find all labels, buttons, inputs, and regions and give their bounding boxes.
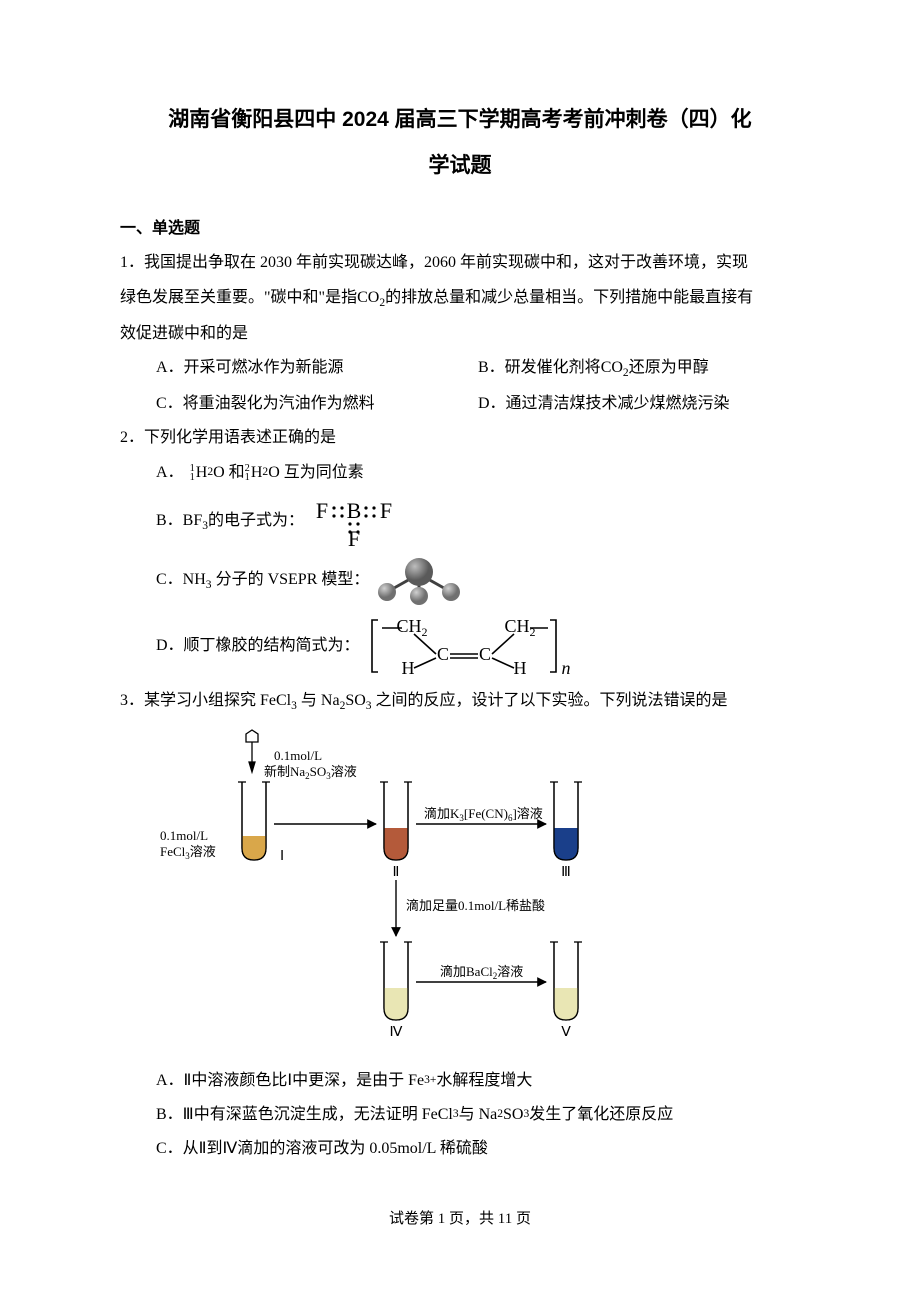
svg-text:C: C bbox=[479, 644, 491, 664]
q1-stem-b: 绿色发展至关重要。"碳中和"是指CO2的排放总量和减少总量相当。下列措施中能最直… bbox=[120, 283, 800, 315]
q1-stem-b-post: 的排放总量和减少总量相当。下列措施中能最直接有 bbox=[385, 289, 753, 306]
q2-opt-a: A． 11 H2O 和 21 H2O 互为同位素 bbox=[120, 458, 800, 488]
left-label-a: 0.1mol/L bbox=[160, 828, 208, 843]
q1-b-post: 还原为甲醇 bbox=[629, 359, 709, 376]
q2-d-label: D．顺丁橡胶的结构简式为： bbox=[156, 631, 360, 661]
q1-opt-a: A．开采可燃冰作为新能源 bbox=[156, 353, 478, 385]
bf3-lewis-icon: F B F F bbox=[304, 492, 404, 552]
label-v: Ⅴ bbox=[561, 1025, 571, 1040]
label-iv: Ⅳ bbox=[390, 1025, 403, 1040]
q2-opt-b: B．BF3的电子式为： F B F F bbox=[120, 492, 800, 552]
svg-text:F: F bbox=[380, 498, 392, 523]
q1-b-pre: B．研发催化剂将 bbox=[478, 359, 601, 376]
q2-a-h2: H bbox=[251, 458, 263, 488]
q1-stem-b-pre: 绿色发展至关重要。"碳中和"是指 bbox=[120, 289, 357, 306]
tube-iv bbox=[380, 942, 412, 1020]
q2-a-post: O 互为同位素 bbox=[268, 458, 364, 488]
q1-row-cd: C．将重油裂化为汽油作为燃料 D．通过清洁煤技术减少煤燃烧污染 bbox=[120, 389, 800, 419]
q2-a-presup2: 21 bbox=[245, 464, 250, 483]
page-footer: 试卷第 1 页，共 11 页 bbox=[120, 1205, 800, 1234]
svg-text:F: F bbox=[316, 498, 328, 523]
q2-stem: 2．下列化学用语表述正确的是 bbox=[120, 423, 800, 453]
svg-text:CH2: CH2 bbox=[504, 616, 535, 639]
q1-co2: CO bbox=[357, 289, 379, 306]
q2-a-mid: O 和 bbox=[213, 458, 245, 488]
title-line-2: 学试题 bbox=[120, 146, 800, 186]
svg-text:H: H bbox=[513, 658, 526, 678]
q3-stem: 3．某学习小组探究 FeCl3 与 Na2SO3 之间的反应，设计了以下实验。下… bbox=[120, 686, 800, 718]
q2-opt-c: C．NH3 分子的 VSEPR 模型： bbox=[120, 556, 800, 606]
arrow3-label: 滴加足量0.1mol/L稀盐酸 bbox=[406, 898, 545, 913]
q3-opt-c: C．从Ⅱ到Ⅳ滴加的溶液可改为 0.05mol/L 稀硫酸 bbox=[120, 1134, 800, 1164]
q3-diagram: Ⅰ Ⅱ Ⅲ Ⅳ Ⅴ 0.1mol/L 新制 bbox=[150, 728, 800, 1059]
label-iii: Ⅲ bbox=[561, 865, 571, 880]
q2-a-h: H bbox=[196, 458, 208, 488]
svg-text:H: H bbox=[401, 658, 414, 678]
vsepr-model-icon bbox=[369, 556, 469, 606]
tube-iii bbox=[550, 782, 582, 860]
q1-stem-a: 1．我国提出争取在 2030 年前实现碳达峰，2060 年前实现碳中和，这对于改… bbox=[120, 248, 800, 278]
arrow4-label: 滴加BaCl2溶液 bbox=[440, 964, 523, 981]
svg-text:F: F bbox=[348, 526, 360, 551]
q2-a-label: A． bbox=[156, 458, 184, 488]
q1-opt-b: B．研发催化剂将CO2还原为甲醇 bbox=[478, 353, 800, 385]
top-label-a: 0.1mol/L bbox=[274, 748, 322, 763]
tube-v bbox=[550, 942, 582, 1020]
q3-opt-b: B．Ⅲ中有深蓝色沉淀生成，无法证明 FeCl3 与 Na2SO3 发生了氧化还原… bbox=[120, 1100, 800, 1130]
section-heading: 一、单选题 bbox=[120, 214, 800, 244]
q1-opt-d: D．通过清洁煤技术减少煤燃烧污染 bbox=[478, 389, 800, 419]
q1-stem-c: 效促进碳中和的是 bbox=[120, 319, 800, 349]
q1-b-co2: CO bbox=[601, 359, 623, 376]
q3-opt-a: A．Ⅱ中溶液颜色比Ⅰ中更深，是由于 Fe3+水解程度增大 bbox=[120, 1066, 800, 1096]
svg-text:B: B bbox=[347, 498, 362, 523]
label-i: Ⅰ bbox=[280, 849, 284, 864]
tube-i bbox=[238, 782, 270, 860]
svg-text:CH2: CH2 bbox=[396, 616, 427, 639]
q2-b-label: B．BF3的电子式为： bbox=[156, 506, 304, 538]
arrow2-label: 滴加K3[Fe(CN)6]溶液 bbox=[424, 806, 543, 823]
rubber-structure-icon: CH2 CH2 C C H H n bbox=[360, 610, 580, 682]
q1-opt-c: C．将重油裂化为汽油作为燃料 bbox=[156, 389, 478, 419]
q2-c-label: C．NH3 分子的 VSEPR 模型： bbox=[156, 565, 369, 597]
svg-text:n: n bbox=[561, 658, 570, 678]
tube-ii bbox=[380, 782, 412, 860]
q2-opt-d: D．顺丁橡胶的结构简式为： CH2 CH2 C C H H n bbox=[120, 610, 800, 682]
q1-row-ab: A．开采可燃冰作为新能源 B．研发催化剂将CO2还原为甲醇 bbox=[120, 353, 800, 385]
label-ii: Ⅱ bbox=[393, 865, 400, 880]
left-label-b: FeCl3溶液 bbox=[160, 844, 216, 861]
svg-text:C: C bbox=[437, 644, 449, 664]
q2-a-presup1: 11 bbox=[190, 464, 195, 483]
title-line-1: 湖南省衡阳县四中 2024 届高三下学期高考考前冲刺卷（四）化 bbox=[120, 100, 800, 140]
top-label-b: 新制Na2SO3溶液 bbox=[264, 764, 357, 781]
